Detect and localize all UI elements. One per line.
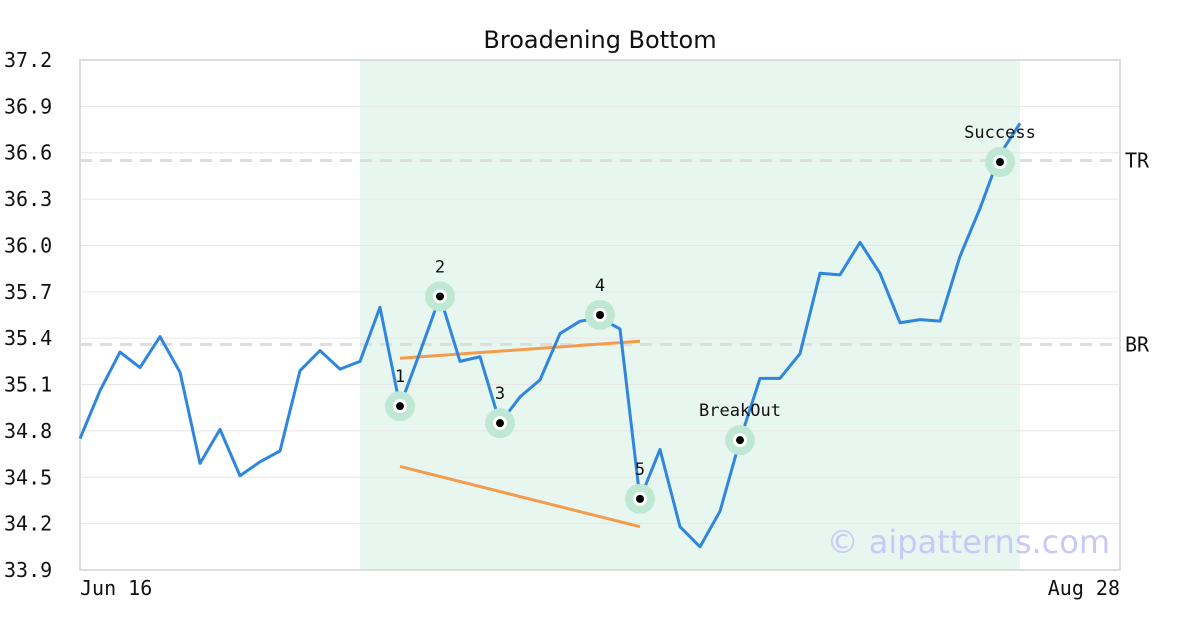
trendline [399, 464, 641, 529]
y-tick-label: 33.9 [4, 558, 52, 582]
point-marker [636, 494, 644, 503]
point-label: BreakOut [699, 401, 781, 421]
y-tick-label: 36.9 [4, 94, 52, 118]
y-tick-label: 35.4 [4, 326, 52, 350]
watermark: © aipatterns.com [827, 523, 1110, 561]
y-tick-label: 36.0 [4, 233, 52, 257]
point-label: Success [964, 123, 1036, 143]
y-tick-label: 34.2 [4, 512, 52, 536]
y-axis-ticks: 33.9 34.2 34.5 34.8 35.1 35.4 35.7 36.0 36.3 36.6… [4, 48, 52, 582]
y-tick-label: 34.5 [4, 465, 52, 489]
point-marker [436, 292, 444, 301]
price-line [78, 122, 1022, 549]
pattern-highlight-region [360, 60, 1020, 570]
point-label: 1 [395, 367, 405, 387]
point-label: 3 [495, 384, 505, 404]
point-marker [996, 158, 1004, 166]
point-marker [496, 419, 504, 428]
point-marker [736, 436, 744, 445]
y-tick-label: 35.1 [4, 373, 52, 397]
trendline [399, 339, 641, 360]
point-marker [596, 311, 604, 319]
point-label: 4 [595, 276, 605, 296]
plot-border [79, 59, 1121, 571]
chart-title: Broadening Bottom [483, 26, 716, 54]
point-label: 5 [635, 460, 645, 480]
y-tick-label: 36.3 [4, 187, 52, 211]
y-tick-label: 34.8 [4, 419, 52, 443]
trendlines [399, 339, 641, 529]
pattern-points: 1 2 3 4 5 BreakOut Success [385, 123, 1036, 514]
x-tick-end: Aug 28 [1048, 576, 1120, 600]
x-tick-start: Jun 16 [80, 576, 152, 600]
y-tick-label: 37.2 [4, 48, 52, 72]
level-label: BR [1125, 332, 1150, 356]
level-label: TR [1125, 148, 1150, 172]
y-tick-label: 35.7 [4, 280, 52, 304]
y-tick-label: 36.6 [4, 141, 52, 165]
point-label: 2 [435, 257, 445, 277]
point-marker [396, 402, 404, 411]
